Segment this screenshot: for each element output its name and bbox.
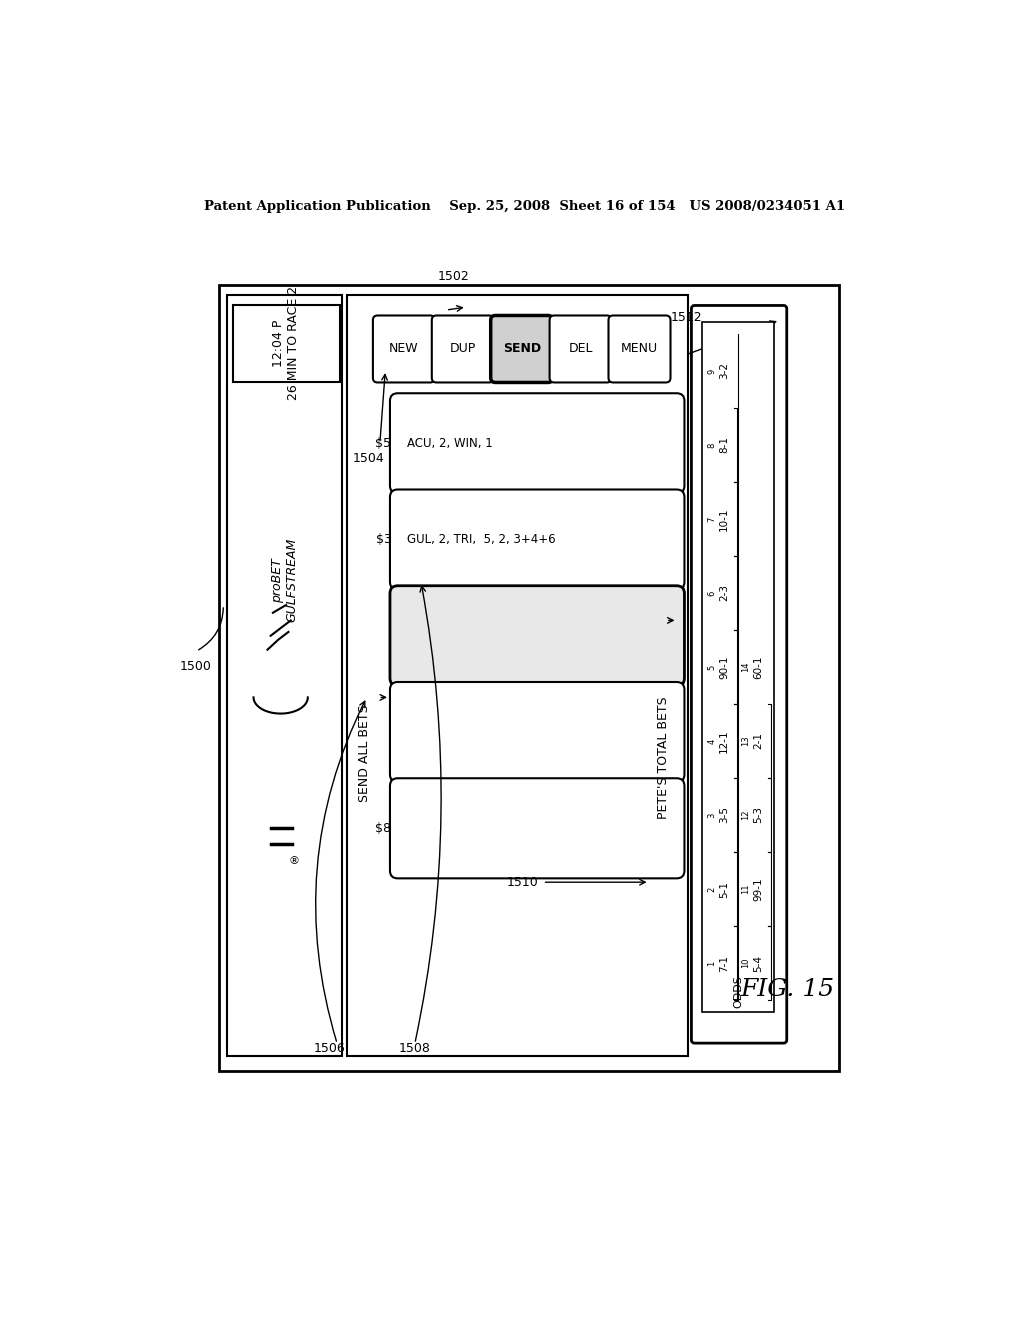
Text: 1: 1 (708, 961, 717, 966)
FancyBboxPatch shape (691, 305, 786, 1043)
Text: 2-1: 2-1 (753, 733, 763, 750)
Text: 11: 11 (741, 884, 751, 894)
Text: 12-1: 12-1 (719, 729, 729, 752)
Text: ®: ® (289, 855, 299, 866)
FancyBboxPatch shape (490, 315, 553, 383)
Text: 8-1: 8-1 (719, 437, 729, 454)
Text: 5-4: 5-4 (753, 954, 763, 972)
Text: 3-2: 3-2 (719, 363, 729, 379)
Text: 3: 3 (708, 812, 717, 817)
FancyBboxPatch shape (432, 315, 494, 383)
Text: ACU, 2, WIN, 1: ACU, 2, WIN, 1 (407, 437, 493, 450)
Text: $3: $3 (376, 533, 391, 546)
Text: 99-1: 99-1 (753, 878, 763, 900)
Text: 1504: 1504 (352, 453, 384, 465)
Text: 1500: 1500 (180, 660, 212, 673)
FancyBboxPatch shape (390, 779, 684, 878)
Text: $5: $5 (376, 437, 391, 450)
Text: 14: 14 (741, 661, 751, 672)
Text: 1502: 1502 (437, 271, 469, 284)
Text: 12: 12 (741, 809, 751, 820)
Bar (219, 285, 840, 1071)
Text: 2-3: 2-3 (719, 585, 729, 602)
Text: 7: 7 (708, 516, 717, 521)
Text: 1508: 1508 (398, 1043, 431, 1056)
Text: 5: 5 (708, 664, 717, 669)
Text: 12:04 P
26 MIN TO RACE 2: 12:04 P 26 MIN TO RACE 2 (272, 286, 300, 400)
Text: 10-1: 10-1 (719, 507, 729, 531)
Text: 60-1: 60-1 (753, 655, 763, 678)
Text: 8: 8 (708, 442, 717, 447)
FancyBboxPatch shape (608, 315, 671, 383)
Text: ODDS: ODDS (733, 975, 743, 1008)
Text: 3-5: 3-5 (719, 807, 729, 824)
FancyBboxPatch shape (390, 682, 684, 781)
FancyBboxPatch shape (550, 315, 611, 383)
FancyBboxPatch shape (390, 490, 684, 590)
FancyBboxPatch shape (373, 315, 435, 383)
Text: SEND: SEND (503, 342, 541, 355)
Text: proBET
GULFSTREAM: proBET GULFSTREAM (270, 539, 299, 623)
Text: 6: 6 (708, 590, 717, 595)
Bar (227, 296, 342, 1056)
Text: FIG. 15: FIG. 15 (740, 978, 835, 1002)
Text: DEL: DEL (568, 342, 593, 355)
Text: 5-3: 5-3 (753, 807, 763, 824)
Text: GUL, 2, TRI,  5, 2, 3+4+6: GUL, 2, TRI, 5, 2, 3+4+6 (407, 533, 556, 546)
Text: 1512: 1512 (670, 312, 701, 323)
Text: 10: 10 (741, 958, 751, 969)
Bar (232, 305, 340, 381)
Text: 4: 4 (708, 738, 717, 743)
FancyBboxPatch shape (390, 393, 684, 494)
Bar (702, 322, 774, 1011)
Text: 90-1: 90-1 (719, 655, 729, 678)
Text: 1506: 1506 (313, 1043, 345, 1056)
Text: 5-1: 5-1 (719, 880, 729, 898)
Text: MENU: MENU (621, 342, 658, 355)
Text: 9: 9 (708, 368, 717, 374)
Text: $8: $8 (376, 822, 391, 834)
Text: 2: 2 (708, 886, 717, 891)
Text: SEND ALL BETS: SEND ALL BETS (357, 704, 371, 801)
Text: 1510: 1510 (507, 875, 539, 888)
Text: NEW: NEW (389, 342, 419, 355)
Bar (347, 296, 688, 1056)
Text: DUP: DUP (450, 342, 476, 355)
FancyBboxPatch shape (390, 586, 684, 686)
Text: 7-1: 7-1 (719, 954, 729, 972)
Text: 13: 13 (741, 735, 751, 746)
Text: Patent Application Publication    Sep. 25, 2008  Sheet 16 of 154   US 2008/02340: Patent Application Publication Sep. 25, … (204, 199, 846, 213)
Text: PETE'S TOTAL BETS: PETE'S TOTAL BETS (657, 696, 670, 818)
